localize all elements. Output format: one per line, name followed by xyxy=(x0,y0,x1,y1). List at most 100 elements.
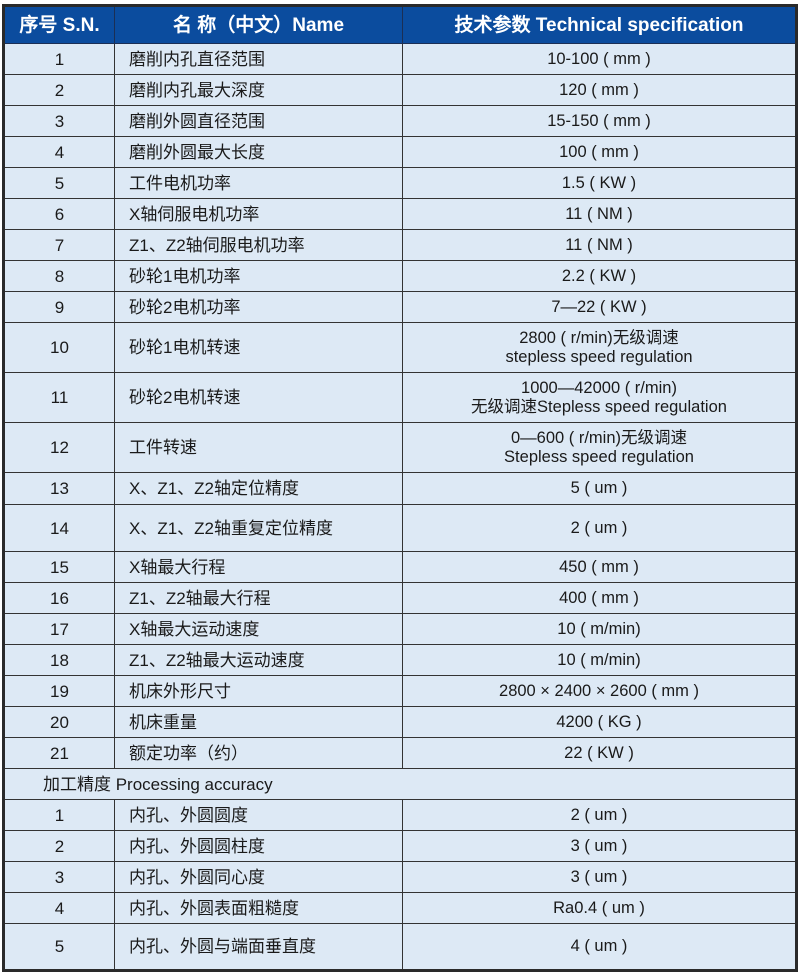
row-sn: 8 xyxy=(3,260,115,292)
spec-line: Ra0.4 ( um ) xyxy=(553,898,645,917)
row-spec: 450 ( mm ) xyxy=(402,551,797,583)
spec-line-2: 无级调速Stepless speed regulation xyxy=(471,397,727,416)
row-sn: 17 xyxy=(3,613,115,645)
row-spec: 2 ( um ) xyxy=(402,504,797,552)
row-sn: 21 xyxy=(3,737,115,769)
table-row: 9 砂轮2电机功率 7—22 ( KW ) xyxy=(3,291,797,323)
row-name: X、Z1、Z2轴重复定位精度 xyxy=(114,504,403,552)
row-sn: 1 xyxy=(3,799,115,831)
table-row: 1 内孔、外圆圆度 2 ( um ) xyxy=(3,799,797,831)
row-sn: 2 xyxy=(3,830,115,862)
table-row: 3 磨削外圆直径范围 15-150 ( mm ) xyxy=(3,105,797,137)
row-sn: 15 xyxy=(3,551,115,583)
row-spec: 1.5 ( KW ) xyxy=(402,167,797,199)
row-name: 内孔、外圆表面粗糙度 xyxy=(114,892,403,924)
row-spec: 0—600 ( r/min)无级调速 Stepless speed regulat… xyxy=(402,422,797,473)
row-name: X轴最大行程 xyxy=(114,551,403,583)
header-row: 序号 S.N. 名 称（中文）Name 技术参数 Technical speci… xyxy=(3,5,797,44)
row-name: 砂轮1电机功率 xyxy=(114,260,403,292)
spec-line: 0—600 ( r/min)无级调速 xyxy=(510,428,688,447)
row-name: 内孔、外圆同心度 xyxy=(114,861,403,893)
row-name: 磨削内孔最大深度 xyxy=(114,74,403,106)
row-name: 工件转速 xyxy=(114,422,403,473)
spec-line: 15-150 ( mm ) xyxy=(547,111,651,130)
spec-line: 4 ( um ) xyxy=(570,937,628,955)
spec-line-2: stepless speed regulation xyxy=(505,347,693,366)
table-row: 7 Z1、Z2轴伺服电机功率 11 ( NM ) xyxy=(3,229,797,261)
table-row: 19 机床外形尺寸 2800 × 2400 × 2600 ( mm ) xyxy=(3,675,797,707)
row-spec: 1000—42000 ( r/min) 无级调速Stepless speed re… xyxy=(402,372,797,423)
table-row: 8 砂轮1电机功率 2.2 ( KW ) xyxy=(3,260,797,292)
spec-line: 1000—42000 ( r/min) xyxy=(521,378,677,397)
table-row: 10 砂轮1电机转速 2800 ( r/min)无级调速 stepless speed… xyxy=(3,322,797,373)
row-spec: 2800 × 2400 × 2600 ( mm ) xyxy=(402,675,797,707)
table-row: 20 机床重量 4200 ( KG ) xyxy=(3,706,797,738)
row-sn: 20 xyxy=(3,706,115,738)
row-spec: 100 ( mm ) xyxy=(402,136,797,168)
row-spec: 4 ( um ) xyxy=(402,923,797,971)
row-name: 砂轮1电机转速 xyxy=(114,322,403,373)
row-spec: Ra0.4 ( um ) xyxy=(402,892,797,924)
row-sn: 7 xyxy=(3,229,115,261)
spec-line: 2800 × 2400 × 2600 ( mm ) xyxy=(499,681,699,700)
row-sn: 10 xyxy=(3,322,115,373)
row-name: 内孔、外圆圆柱度 xyxy=(114,830,403,862)
row-spec: 11 ( NM ) xyxy=(402,198,797,230)
row-spec: 3 ( um ) xyxy=(402,830,797,862)
row-spec: 2800 ( r/min)无级调速 stepless speed regulati… xyxy=(402,322,797,373)
table-row: 2 内孔、外圆圆柱度 3 ( um ) xyxy=(3,830,797,862)
row-sn: 6 xyxy=(3,198,115,230)
row-name: 砂轮2电机功率 xyxy=(114,291,403,323)
table-row: 5 内孔、外圆与端面垂直度 4 ( um ) xyxy=(3,923,797,971)
row-spec: 4200 ( KG ) xyxy=(402,706,797,738)
spec-table: 序号 S.N. 名 称（中文）Name 技术参数 Technical speci… xyxy=(2,4,798,972)
spec-line: 1.5 ( KW ) xyxy=(561,173,637,192)
table-row: 4 内孔、外圆表面粗糙度 Ra0.4 ( um ) xyxy=(3,892,797,924)
row-spec: 11 ( NM ) xyxy=(402,229,797,261)
spec-line: 11 ( NM ) xyxy=(565,235,633,254)
spec-line: 3 ( um ) xyxy=(570,867,628,886)
row-sn: 2 xyxy=(3,74,115,106)
spec-line: 2 ( um ) xyxy=(570,518,628,537)
table-body: 1 磨削内孔直径范围 10-100 ( mm ) 2 磨削内孔最大深度 120 ( mm … xyxy=(3,43,797,971)
row-name: Z1、Z2轴最大行程 xyxy=(114,582,403,614)
row-name: 磨削内孔直径范围 xyxy=(114,43,403,75)
spec-line: 10-100 ( mm ) xyxy=(547,49,651,68)
table-row: 12 工件转速 0—600 ( r/min)无级调速 Stepless speed r… xyxy=(3,422,797,473)
row-sn: 12 xyxy=(3,422,115,473)
spec-line: 3 ( um ) xyxy=(570,836,628,855)
table-row: 3 内孔、外圆同心度 3 ( um ) xyxy=(3,861,797,893)
row-spec: 2 ( um ) xyxy=(402,799,797,831)
header-name: 名 称（中文）Name xyxy=(114,5,403,44)
table-row: 21 额定功率（约） 22 ( KW ) xyxy=(3,737,797,769)
row-spec: 400 ( mm ) xyxy=(402,582,797,614)
row-sn: 16 xyxy=(3,582,115,614)
spec-line: 450 ( mm ) xyxy=(559,557,639,576)
section-row: 加工精度 Processing accuracy xyxy=(3,768,797,800)
spec-line: 5 ( um ) xyxy=(570,479,628,497)
spec-line: 4200 ( KG ) xyxy=(556,712,642,731)
spec-line: 22 ( KW ) xyxy=(564,743,634,762)
table-row: 17 X轴最大运动速度 10 ( m/min) xyxy=(3,613,797,645)
row-sn: 18 xyxy=(3,644,115,676)
spec-line: 2.2 ( KW ) xyxy=(561,266,637,285)
header-spec: 技术参数 Technical specification xyxy=(402,5,797,44)
spec-line: 7—22 ( KW ) xyxy=(551,297,647,316)
table-row: 15 X轴最大行程 450 ( mm ) xyxy=(3,551,797,583)
row-spec: 5 ( um ) xyxy=(402,472,797,505)
row-name: 磨削外圆直径范围 xyxy=(114,105,403,137)
row-sn: 4 xyxy=(3,136,115,168)
row-name: 工件电机功率 xyxy=(114,167,403,199)
spec-line: 100 ( mm ) xyxy=(559,142,639,161)
row-spec: 2.2 ( KW ) xyxy=(402,260,797,292)
row-spec: 120 ( mm ) xyxy=(402,74,797,106)
row-sn: 14 xyxy=(3,504,115,552)
table-row: 11 砂轮2电机转速 1000—42000 ( r/min) 无级调速Stepless… xyxy=(3,372,797,423)
row-sn: 5 xyxy=(3,923,115,971)
row-sn: 3 xyxy=(3,105,115,137)
row-spec: 10 ( m/min) xyxy=(402,613,797,645)
row-name: Z1、Z2轴伺服电机功率 xyxy=(114,229,403,261)
row-sn: 11 xyxy=(3,372,115,423)
row-sn: 3 xyxy=(3,861,115,893)
row-sn: 13 xyxy=(3,472,115,505)
